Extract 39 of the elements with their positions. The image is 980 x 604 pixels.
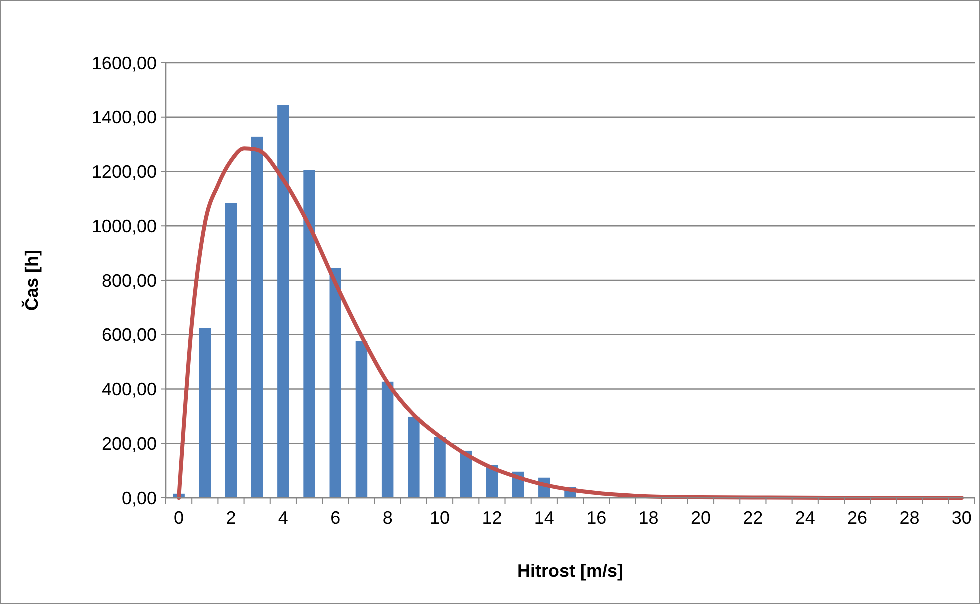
x-tick-label: 24 <box>795 508 816 528</box>
x-tick-label: 20 <box>690 508 711 528</box>
bar <box>304 170 316 498</box>
bar <box>408 416 420 498</box>
x-axis-title: Hitrost [m/s] <box>517 561 624 581</box>
line-series <box>177 146 964 500</box>
x-tick-label: 30 <box>952 508 972 528</box>
bar <box>251 136 264 498</box>
bar <box>330 268 342 498</box>
y-tick-label: 0,00 <box>122 488 157 508</box>
x-tick-label: 0 <box>174 508 184 528</box>
y-tick-label: 200,00 <box>102 434 157 454</box>
x-tick-label: 18 <box>638 508 659 528</box>
x-tick-label: 14 <box>534 508 554 528</box>
bar <box>199 328 212 498</box>
bar <box>278 105 290 498</box>
x-tick-label: 26 <box>848 508 868 528</box>
y-tick-label: 1600,00 <box>92 53 157 74</box>
bar <box>460 450 472 498</box>
x-tick-label: 10 <box>430 508 450 528</box>
bar <box>434 437 446 498</box>
bar <box>225 203 238 498</box>
x-tick-label: 28 <box>900 508 920 528</box>
y-axis-title: Čas [h] <box>21 250 42 312</box>
y-tick-label: 1400,00 <box>92 108 157 128</box>
bar <box>382 382 394 498</box>
y-tick-label: 1200,00 <box>92 162 157 182</box>
y-tick-label: 1000,00 <box>92 216 157 236</box>
x-tick-label: 16 <box>586 508 607 528</box>
x-tick-label: 4 <box>278 508 288 528</box>
x-tick-label: 2 <box>226 508 236 528</box>
x-tick-label: 6 <box>330 508 341 528</box>
x-tick-label: 8 <box>382 508 393 528</box>
y-tick-label: 600,00 <box>102 325 157 346</box>
bar <box>356 341 368 498</box>
y-tick-label: 800,00 <box>102 270 157 291</box>
x-tick-label: 12 <box>482 508 502 528</box>
y-tick-label: 400,00 <box>102 380 157 400</box>
x-tick-label: 22 <box>743 508 764 528</box>
